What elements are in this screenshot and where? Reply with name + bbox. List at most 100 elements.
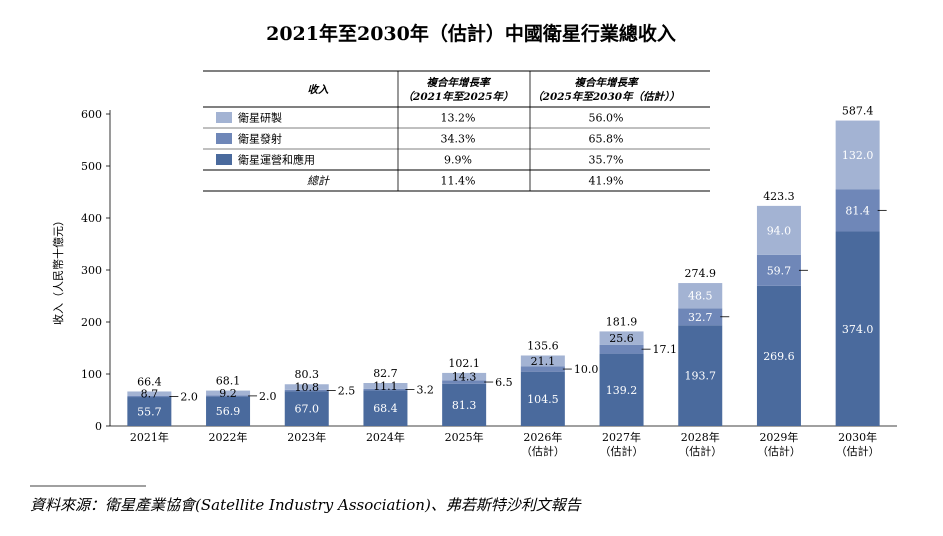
bar-segment (284, 391, 329, 426)
bar-segment (756, 285, 801, 426)
data-label: 21.1 (531, 355, 556, 368)
data-label: 139.2 (606, 384, 638, 397)
data-label: 2.0 (180, 391, 198, 404)
data-label: 374.0 (842, 323, 874, 336)
bar-segment (442, 372, 487, 381)
total-label: 181.9 (606, 315, 638, 328)
data-label: 32.7 (688, 311, 713, 324)
bar-segment (599, 344, 644, 354)
data-label: 193.7 (685, 370, 717, 383)
bar-group: 55.7 2.0 8.766.4 2021年 (127, 375, 198, 444)
legend-label: 衛星運營和應用 (238, 153, 315, 167)
bar-segment (599, 353, 644, 426)
data-label: 10.0 (574, 363, 599, 376)
bar-group: 139.2 17.1 25.6 181.9 2027年（估計） (599, 315, 678, 458)
data-label: 14.3 (452, 371, 477, 384)
data-label: 55.7 (137, 406, 162, 419)
cagr-value: 34.3% (441, 133, 476, 146)
cagr-value: 56.0% (589, 112, 624, 125)
bar-segment (284, 389, 329, 392)
data-label: 104.5 (527, 393, 559, 406)
x-tick-note: （估計） (678, 444, 722, 458)
bar-segment (363, 390, 408, 426)
total-label: 102.1 (448, 357, 480, 370)
total-label: 80.3 (295, 368, 320, 381)
x-tick-label: 2028年 (681, 430, 720, 444)
x-tick-label: 2021年 (130, 430, 169, 444)
bar-group: 56.9 2.0 9.268.1 2022年 (206, 375, 277, 444)
bar-segment (599, 331, 644, 345)
legend-swatch (216, 112, 232, 123)
total-label: 274.9 (685, 267, 717, 280)
bar-segment (678, 283, 723, 309)
bar-segment (520, 355, 565, 367)
total-label: 66.4 (137, 375, 162, 388)
table-row: 衛星研製 13.2% 56.0% (203, 111, 710, 129)
bar-segment (206, 396, 251, 426)
y-tick-label: 200 (81, 316, 102, 329)
bar-segment (442, 383, 487, 426)
bars: 55.7 2.0 8.766.4 2021年 56.9 2.0 9.268.1 2022年 67… (127, 105, 887, 458)
bar-segment (206, 395, 251, 397)
data-label: 81.4 (845, 204, 870, 217)
cagr-table: 收入複合年增長率（2021年至2025年）複合年增長率（2025年至2030年（… (203, 70, 710, 192)
x-tick-label: 2027年 (602, 430, 641, 444)
x-tick-note: （估計） (521, 444, 565, 458)
cagr-value: 11.4% (441, 175, 476, 188)
x-tick-label: 2030年 (838, 430, 877, 444)
y-tick-label: 500 (81, 160, 102, 173)
data-label: 68.4 (373, 402, 398, 415)
total-label: 82.7 (373, 367, 398, 380)
bar-segment (835, 189, 880, 232)
bar-segment (363, 382, 408, 389)
x-tick-label: 2022年 (209, 430, 248, 444)
x-tick-note: （估計） (600, 444, 644, 458)
cagr-value: 13.2% (441, 112, 476, 125)
bar-segment (678, 325, 723, 426)
bar-group: 67.0 2.5 10.880.3 2023年 (284, 368, 356, 444)
bar-segment (363, 388, 408, 391)
source-note: 資料來源：衛星產業協會(Satellite Industry Associati… (30, 496, 582, 514)
bar-group: 104.5 10.0 21.1 135.6 2026年（估計） (520, 339, 599, 458)
cagr-value: 65.8% (589, 133, 624, 146)
data-label: 6.5 (495, 376, 513, 389)
data-label: 10.8 (295, 381, 320, 394)
data-label: 8.7 (141, 388, 159, 401)
total-label: 587.4 (842, 105, 874, 118)
data-label: 2.5 (338, 385, 356, 398)
table-header: （2025年至2030年（估計）） (532, 90, 680, 103)
bar-segment (127, 395, 172, 398)
data-label: 17.1 (653, 343, 678, 356)
bar-segment (756, 254, 801, 286)
y-tick-label: 300 (81, 264, 102, 277)
bar-group: 68.4 3.2 11.182.7 2024年 (363, 367, 434, 444)
x-tick-note: （估計） (757, 444, 801, 458)
y-tick-label: 600 (81, 108, 102, 121)
x-tick-label: 2026年 (523, 430, 562, 444)
data-label: 67.0 (295, 403, 320, 416)
table-header: （2021年至2025年） (403, 90, 514, 103)
table-row: 總計 11.4% 41.9% (203, 175, 710, 192)
data-label: 2.0 (259, 390, 277, 403)
data-label: 3.2 (416, 384, 434, 397)
data-label: 9.2 (219, 387, 237, 400)
x-tick-label: 2023年 (287, 430, 326, 444)
bar-group: 269.6 59.7 94.0 423.3 2029年（估計） (756, 190, 808, 458)
legend-label: 衛星研製 (238, 111, 282, 125)
data-label: 48.5 (688, 290, 713, 303)
bar-segment (756, 205, 801, 255)
legend-label: 衛星發射 (238, 132, 282, 146)
data-label: 25.6 (609, 332, 634, 345)
bar-segment (678, 308, 723, 326)
x-tick-note: （估計） (836, 444, 880, 458)
data-label: 269.6 (763, 350, 795, 363)
total-label: 135.6 (527, 339, 559, 352)
table-row: 衛星發射 34.3% 65.8% (203, 132, 710, 150)
bar-segment (127, 397, 172, 426)
bar-segment (284, 384, 329, 390)
y-axis-label: 收入（人民幣十億元） (51, 215, 65, 325)
total-label: 68.1 (216, 375, 241, 388)
data-label: 11.1 (373, 380, 398, 393)
legend-swatch (216, 133, 232, 144)
